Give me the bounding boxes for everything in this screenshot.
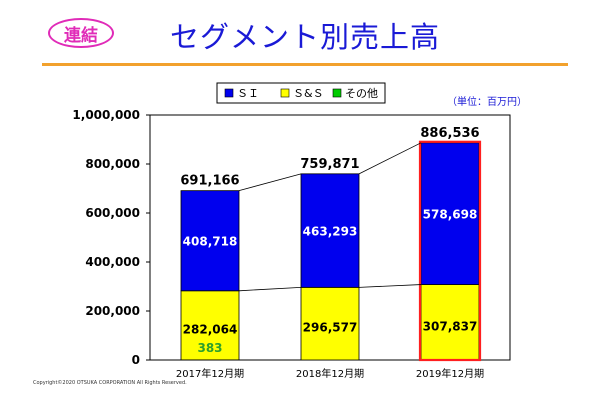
copyright-notice: Copyright©2020 OTSUKA CORPORATION All Ri… [33,380,187,386]
bar-label-ss-2: 296,577 [303,321,358,335]
bar-label-other-1: 383 [197,341,222,355]
unit-note: （単位：百万円） [447,95,527,108]
highlight-outline [418,140,482,362]
y-tick-label: 200,000 [85,304,140,318]
x-tick-label-3: 2019年12月期 [416,367,484,380]
bar-total-label-2: 759,871 [300,157,359,172]
title-divider [42,63,568,66]
bar-label-si-1: 408,718 [183,235,238,249]
page-title: セグメント別売上高 [170,20,441,54]
bar-segment-SS-1 [180,290,240,361]
connector-line-total [238,173,302,192]
bar-label-si-2: 463,293 [303,225,358,239]
legend-box [216,82,386,104]
bar-segment-SI-1 [180,190,240,292]
y-tick-label: 400,000 [85,255,140,269]
y-tick-label: 0 [132,353,140,367]
x-tick-label-1: 2017年12月期 [176,367,244,380]
y-tick-label: 600,000 [85,206,140,220]
bar-label-ss-3: 307,837 [423,319,478,333]
legend-label-2: Ｓ&Ｓ [293,87,324,100]
bar-segment-SS-2 [300,286,360,361]
connector-line-ss [358,284,422,288]
legend-label-3: その他 [345,87,378,100]
y-tick-label: 1,000,000 [72,108,140,122]
legend-swatch-3 [332,88,342,98]
legend-swatch-1 [224,88,234,98]
bar-label-ss-1: 282,064 [183,322,238,336]
legend-label-1: ＳＩ [237,87,259,100]
consolidated-badge: 連結 [48,18,114,48]
legend-swatch-2 [280,88,290,98]
bar-total-label-3: 886,536 [420,126,479,141]
y-tick-label: 800,000 [85,157,140,171]
bar-label-si-3: 578,698 [423,208,478,222]
connector-line-total [358,142,422,175]
bar-total-label-1: 691,166 [180,174,239,189]
connector-line-ss [238,286,302,292]
x-tick-label-2: 2018年12月期 [296,367,364,380]
bar-segment-SI-2 [300,173,360,288]
bar-segment-SI-3 [420,142,480,285]
